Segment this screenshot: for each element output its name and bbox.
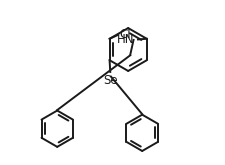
Text: HN: HN xyxy=(117,33,134,46)
Text: Cl: Cl xyxy=(119,28,131,41)
Text: Se: Se xyxy=(103,74,118,87)
